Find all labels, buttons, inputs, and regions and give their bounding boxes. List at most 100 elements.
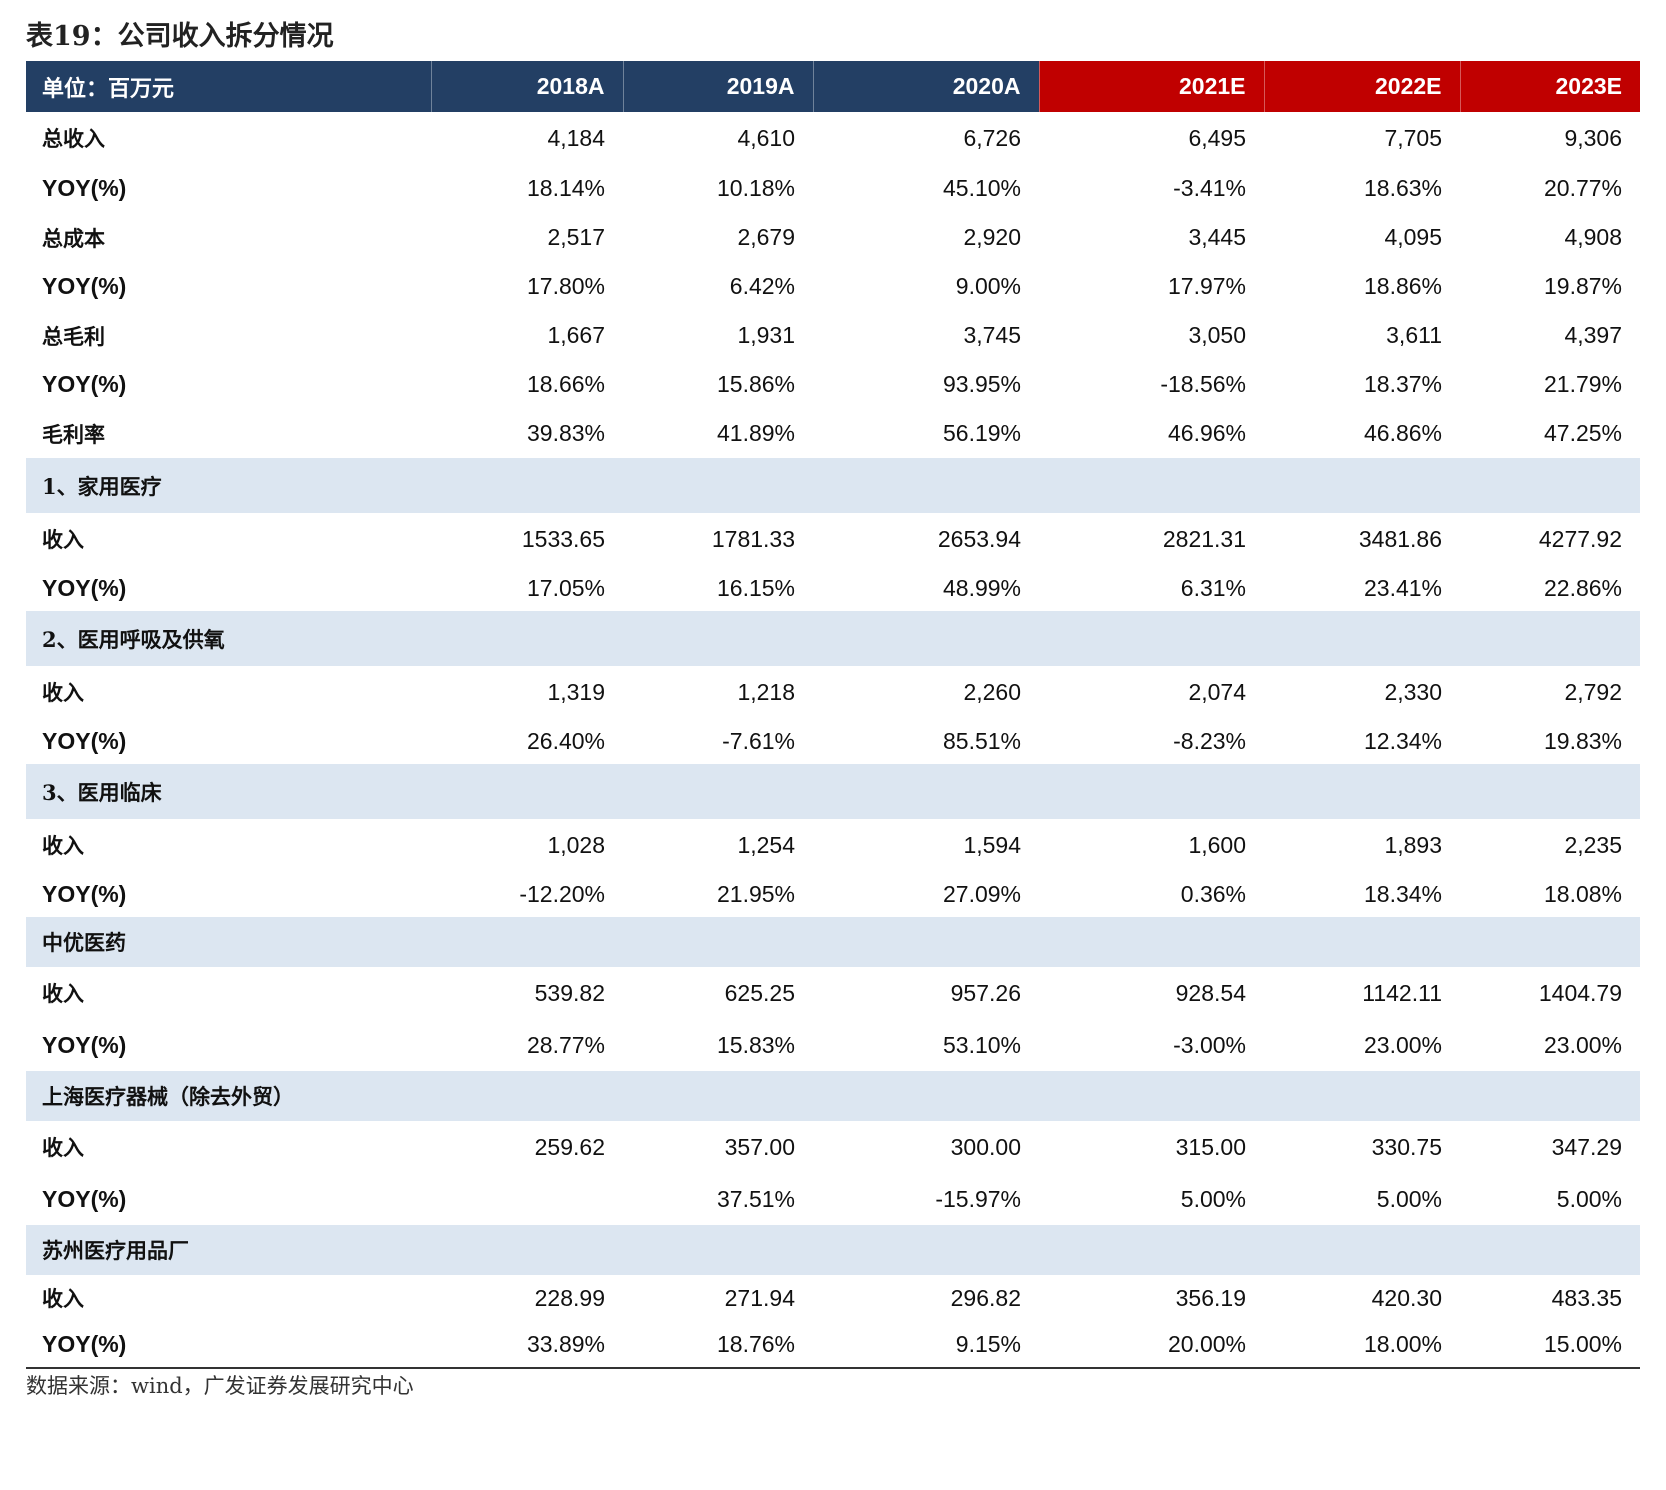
table-cell: 483.35 bbox=[1551, 1284, 1622, 1311]
section-title: 1、家用医疗 bbox=[26, 458, 1640, 513]
table-cell: 27.09% bbox=[942, 880, 1021, 907]
table-cell: 1142.11 bbox=[1362, 979, 1442, 1006]
table-cell: 3,611 bbox=[1386, 322, 1442, 348]
table-row-gross-profit: 总毛利 1,667 1,931 3,745 3,050 3,611 4,397 bbox=[26, 311, 1640, 360]
table-cell: 9.15% bbox=[813, 1321, 1039, 1369]
row-label: 总毛利 bbox=[42, 323, 105, 349]
table-cell: 3,445 bbox=[1188, 224, 1246, 250]
table-cell: 18.34% bbox=[1363, 880, 1442, 907]
table-cell: 4,184 bbox=[547, 124, 605, 151]
year-header-2021e: 2021E bbox=[1038, 61, 1264, 112]
row-label: YOY(%) bbox=[26, 1321, 431, 1369]
source-note: 数据来源：wind，广发证券发展研究中心 bbox=[26, 1374, 414, 1398]
table-cell: 4277.92 bbox=[1538, 525, 1622, 552]
table-cell: 259.62 bbox=[534, 1133, 605, 1160]
year-header-2020a: 2020A bbox=[812, 61, 1039, 112]
table-row-revenue: 收入 1,319 1,218 2,260 2,074 2,330 2,792 bbox=[26, 666, 1640, 718]
table-cell: 2,260 bbox=[963, 678, 1021, 705]
table-row-yoy: YOY(%) 17.05% 16.15% 48.99% 6.31% 23.41%… bbox=[26, 565, 1640, 611]
table-cell: 22.86% bbox=[1543, 574, 1622, 601]
table-cell: 1533.65 bbox=[521, 525, 605, 552]
table-cell: 1,893 bbox=[1384, 831, 1442, 858]
row-label: YOY(%) bbox=[42, 371, 127, 397]
table-cell: 1,600 bbox=[1188, 831, 1246, 858]
table-row-total-revenue-yoy: YOY(%) 18.14% 10.18% 45.10% -3.41% 18.63… bbox=[26, 164, 1640, 213]
table-cell: 1,218 bbox=[737, 678, 795, 705]
row-label: 收入 bbox=[42, 981, 84, 1006]
table-cell: 85.51% bbox=[942, 727, 1021, 754]
table-cell: 539.82 bbox=[534, 979, 605, 1006]
table-cell: 46.86% bbox=[1363, 420, 1442, 446]
table-row-revenue: 收入 1533.65 1781.33 2653.94 2821.31 3481.… bbox=[26, 513, 1640, 565]
table-cell: 19.87% bbox=[1543, 273, 1622, 299]
table-cell: 18.08% bbox=[1543, 880, 1622, 907]
table-cell: 19.83% bbox=[1543, 727, 1622, 754]
table-cell: 21.79% bbox=[1543, 371, 1622, 397]
table-cell: 2821.31 bbox=[1162, 525, 1246, 552]
table-cell: 1781.33 bbox=[711, 525, 795, 552]
section-title: 2、医用呼吸及供氧 bbox=[26, 611, 1640, 666]
year-header-2023e: 2023E bbox=[1459, 61, 1640, 112]
table-cell: 1,667 bbox=[547, 322, 605, 348]
table-cell bbox=[431, 1173, 623, 1225]
revenue-breakdown-table: 单位：百万元 2018A 2019A 2020A 2021E 2022E 202… bbox=[26, 61, 1640, 1369]
table-cell: -18.56% bbox=[1160, 371, 1246, 397]
table-cell: -12.20% bbox=[519, 880, 605, 907]
table-row-gross-margin: 毛利率 39.83% 41.89% 56.19% 46.96% 46.86% 4… bbox=[26, 409, 1640, 458]
table-cell: -3.41% bbox=[1173, 175, 1246, 201]
row-label: 收入 bbox=[42, 527, 84, 552]
table-cell: 28.77% bbox=[526, 1031, 605, 1058]
table-cell: 5.00% bbox=[1556, 1185, 1622, 1212]
table-cell: 18.63% bbox=[1363, 175, 1442, 201]
table-cell: 20.00% bbox=[1039, 1321, 1264, 1369]
table-cell: -15.97% bbox=[935, 1185, 1021, 1212]
table-cell: 4,397 bbox=[1564, 322, 1622, 348]
table-cell: 15.86% bbox=[716, 371, 795, 397]
table-cell: 4,095 bbox=[1384, 224, 1442, 250]
row-label: YOY(%) bbox=[42, 574, 127, 601]
year-header-2018a: 2018A bbox=[430, 61, 623, 112]
table-cell: 17.97% bbox=[1167, 273, 1246, 299]
table-cell: 957.26 bbox=[950, 979, 1021, 1006]
table-cell: 1,594 bbox=[963, 831, 1021, 858]
table-cell: 26.40% bbox=[526, 727, 605, 754]
table-cell: 9.00% bbox=[955, 273, 1021, 299]
table-cell: 33.89% bbox=[431, 1321, 623, 1369]
table-cell: 41.89% bbox=[716, 420, 795, 446]
table-cell: 18.14% bbox=[526, 175, 605, 201]
table-cell: 6,495 bbox=[1188, 124, 1246, 151]
table-cell: 16.15% bbox=[716, 574, 795, 601]
row-label: 收入 bbox=[42, 1135, 84, 1160]
table-cell: 1,028 bbox=[547, 831, 605, 858]
table-cell: 53.10% bbox=[942, 1031, 1021, 1058]
table-cell: 4,908 bbox=[1564, 224, 1622, 250]
table-cell: 1404.79 bbox=[1538, 979, 1622, 1006]
row-label: 毛利率 bbox=[42, 421, 105, 447]
table-cell: 48.99% bbox=[942, 574, 1021, 601]
table-cell: 2,330 bbox=[1384, 678, 1442, 705]
table-row-total-cost-yoy: YOY(%) 17.80% 6.42% 9.00% 17.97% 18.86% … bbox=[26, 262, 1640, 311]
table-cell: 46.96% bbox=[1167, 420, 1246, 446]
row-label: 收入 bbox=[42, 1286, 84, 1311]
table-cell: 347.29 bbox=[1551, 1133, 1622, 1160]
table-cell: 20.77% bbox=[1543, 175, 1622, 201]
table-cell: 6.31% bbox=[1180, 574, 1246, 601]
table-cell: 271.94 bbox=[724, 1284, 795, 1311]
table-cell: 93.95% bbox=[942, 371, 1021, 397]
section-row-suzhou-supplies: 苏州医疗用品厂 bbox=[26, 1225, 1640, 1275]
row-label: YOY(%) bbox=[42, 175, 127, 201]
row-label: YOY(%) bbox=[42, 1031, 127, 1058]
table-cell: 12.34% bbox=[1363, 727, 1442, 754]
table-cell: 2,235 bbox=[1564, 831, 1622, 858]
table-row-revenue: 收入 1,028 1,254 1,594 1,600 1,893 2,235 bbox=[26, 819, 1640, 871]
row-label: YOY(%) bbox=[42, 1185, 127, 1212]
row-label: 总成本 bbox=[42, 225, 105, 251]
table-cell: 47.25% bbox=[1543, 420, 1622, 446]
table-cell: 17.80% bbox=[526, 273, 605, 299]
section-row-respiratory-oxygen: 2、医用呼吸及供氧 bbox=[26, 611, 1640, 666]
table-cell: 420.30 bbox=[1371, 1284, 1442, 1311]
section-title: 3、医用临床 bbox=[26, 764, 1640, 819]
table-cell: 4,610 bbox=[737, 124, 795, 151]
table-cell: 6.42% bbox=[729, 273, 795, 299]
header-row: 单位：百万元 2018A 2019A 2020A 2021E 2022E 202… bbox=[26, 61, 1640, 112]
